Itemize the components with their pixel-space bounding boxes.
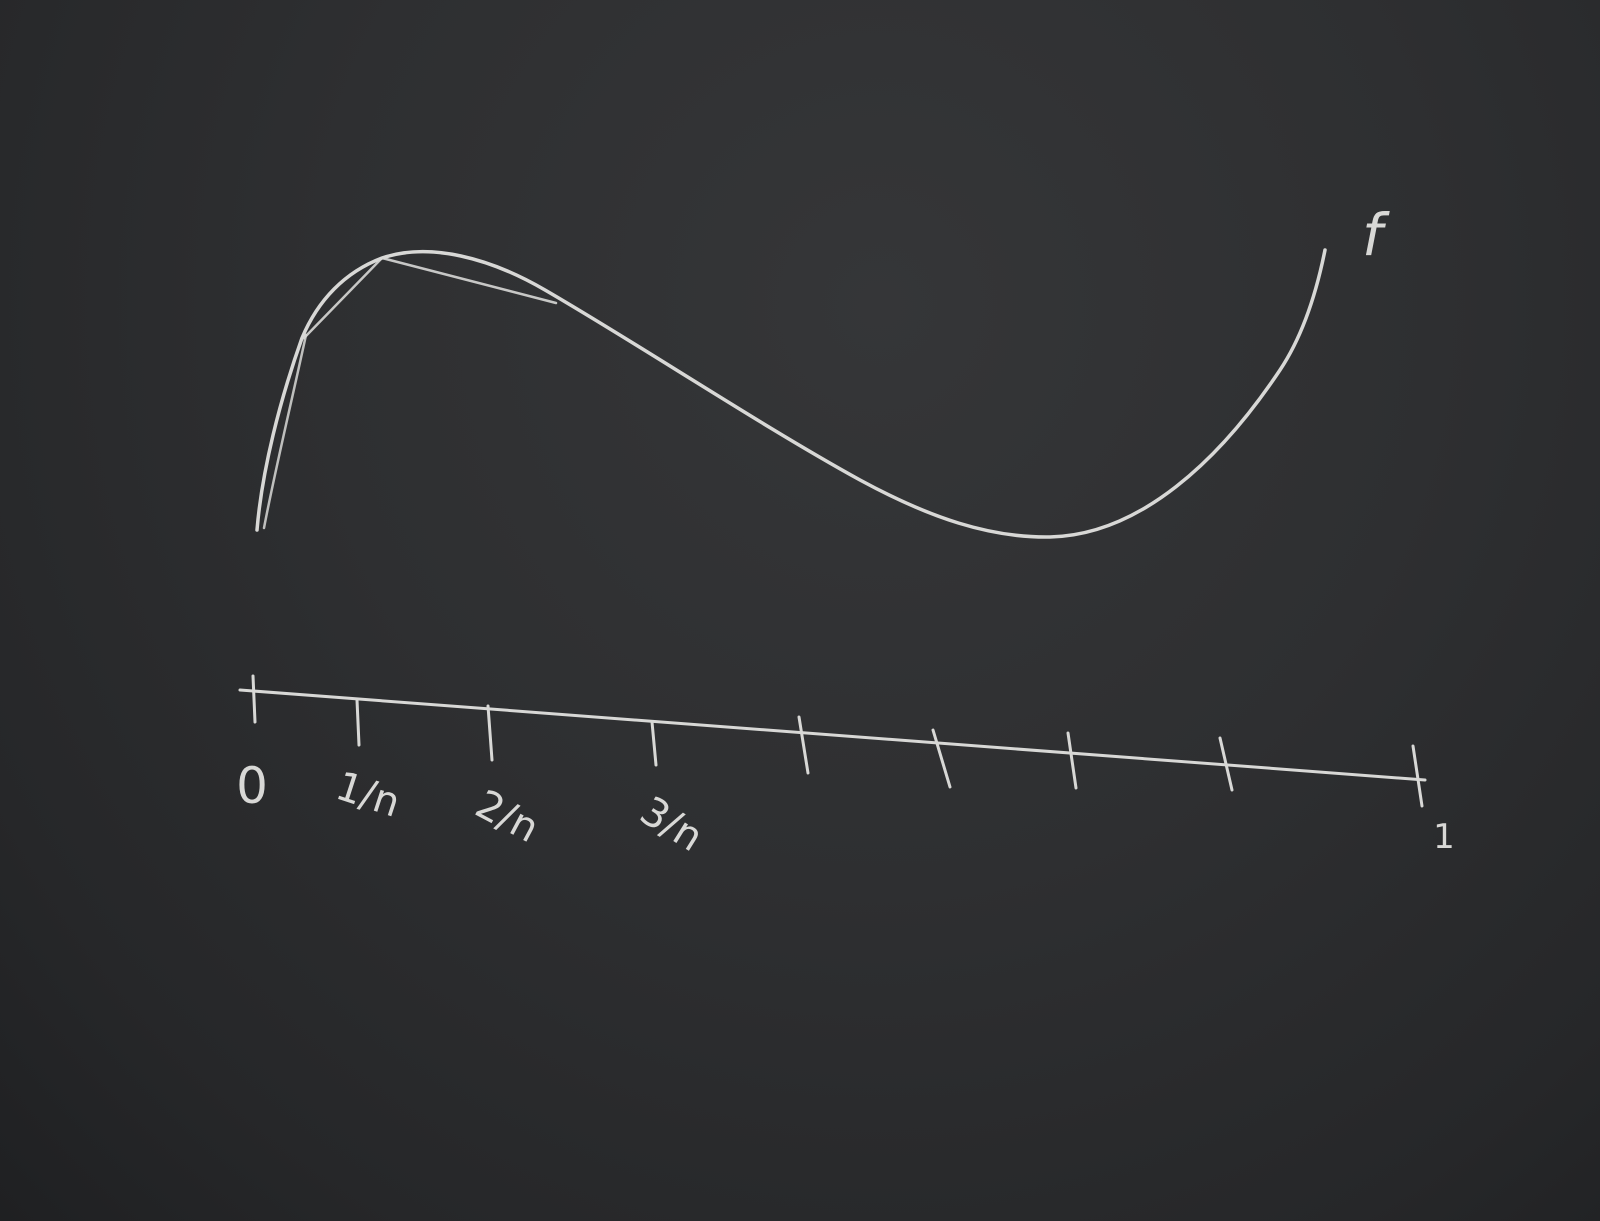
- tick-mark: [251, 674, 257, 724]
- tick-label-1-over-n: 1/n: [330, 763, 405, 827]
- tick-mark: [486, 704, 494, 762]
- tick-mark: [355, 698, 361, 747]
- x-axis-line: [238, 688, 1427, 782]
- tick-mark: [1066, 731, 1078, 790]
- tick-label-0: 0: [236, 757, 268, 815]
- curve-left-stroke: [262, 333, 308, 530]
- tick-mark: [931, 728, 952, 789]
- tick-mark: [1411, 744, 1424, 808]
- tick-label-1: 1: [1433, 817, 1455, 857]
- tick-label-3-over-n: 3/n: [632, 788, 711, 861]
- function-label: f: [1362, 201, 1390, 269]
- function-curve: [255, 248, 1327, 539]
- tick-label-2-over-n: 2/n: [468, 781, 546, 852]
- tick-mark: [1218, 736, 1234, 792]
- tick-mark: [650, 720, 658, 767]
- axis-tick-labels: 0 1/n 2/n 3/n 1: [236, 757, 1455, 861]
- axis-ticks: [251, 674, 1424, 808]
- secant-line: [302, 256, 558, 340]
- tick-mark: [797, 715, 810, 775]
